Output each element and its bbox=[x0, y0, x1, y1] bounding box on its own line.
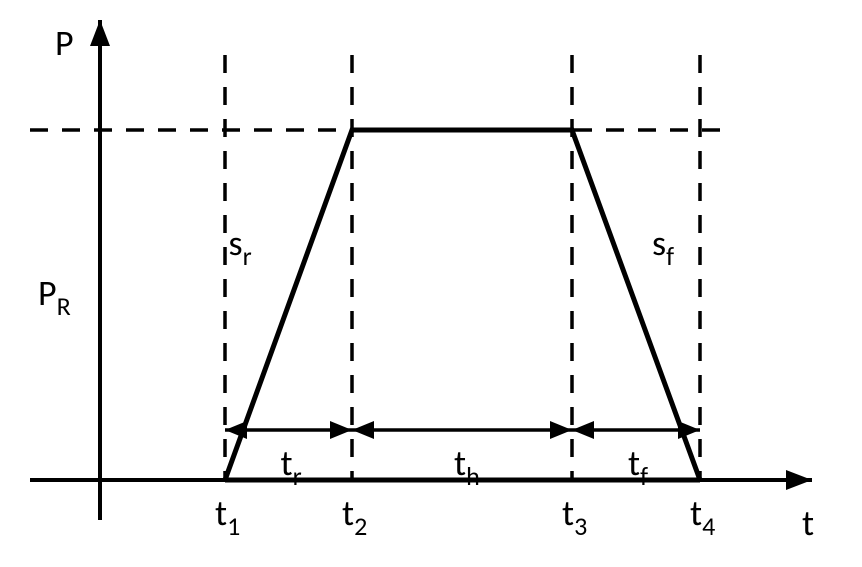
t1-label: t1 bbox=[215, 491, 240, 542]
x-axis-arrow-icon bbox=[786, 470, 812, 490]
tr-label: tr bbox=[281, 441, 302, 492]
t4-label: t4 bbox=[690, 491, 715, 542]
tf-label: tf bbox=[628, 441, 648, 492]
y-axis-arrow-icon bbox=[90, 20, 110, 46]
th-label: th bbox=[454, 441, 480, 492]
sf-label: sf bbox=[652, 221, 674, 272]
sr-label: sr bbox=[229, 221, 252, 272]
t3-label: t3 bbox=[562, 491, 587, 542]
pulse-waveform bbox=[225, 130, 700, 480]
y-axis-label: P bbox=[55, 21, 74, 65]
x-axis-label: t bbox=[802, 501, 814, 545]
pr-label: PR bbox=[38, 271, 71, 322]
t2-label: t2 bbox=[342, 491, 367, 542]
